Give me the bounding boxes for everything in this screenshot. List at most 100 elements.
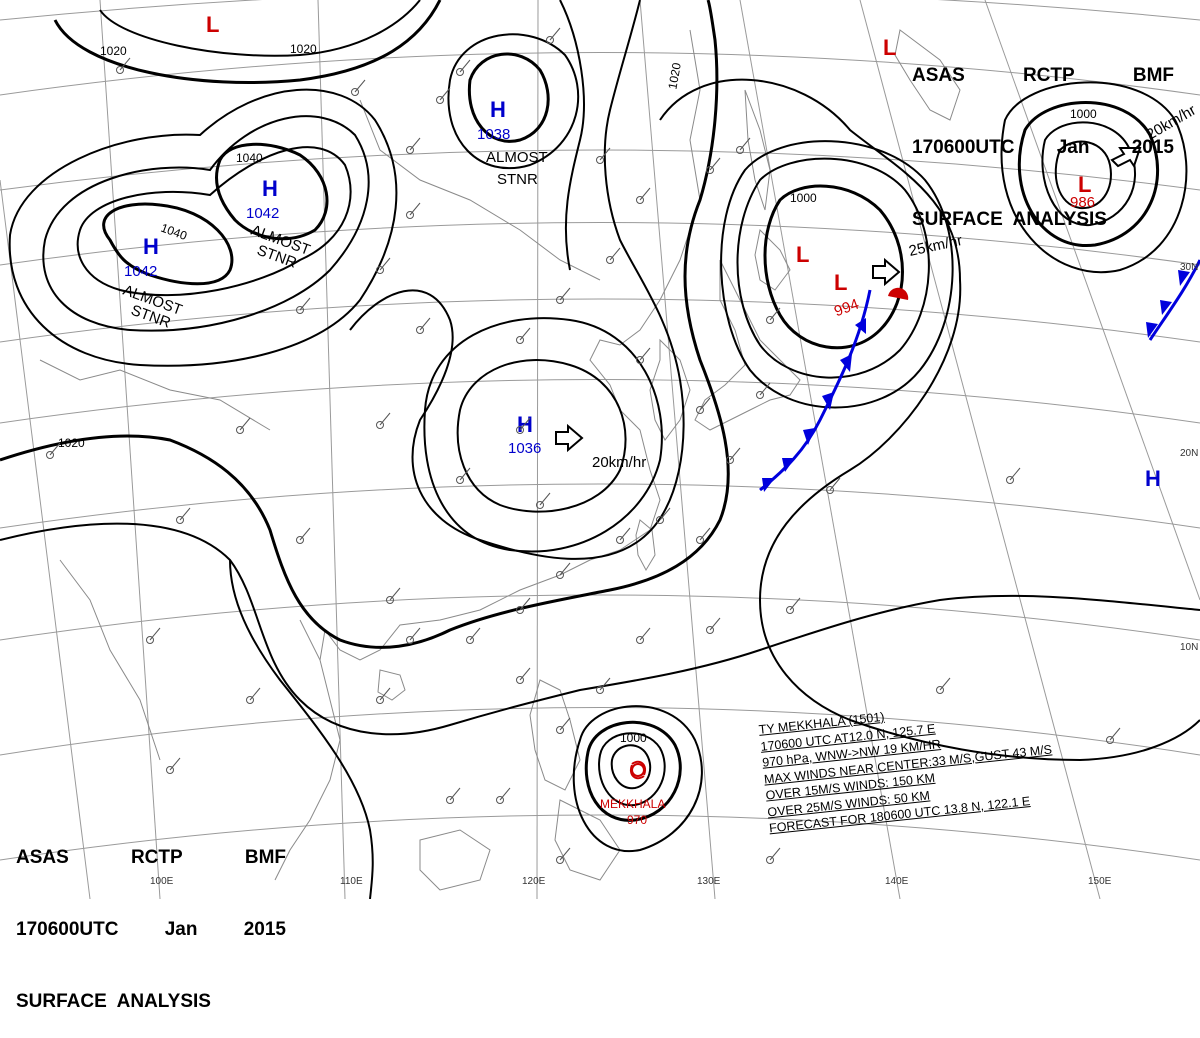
isobar bbox=[0, 0, 730, 649]
motion-arrow bbox=[872, 257, 901, 287]
header-line1: ASAS RCTP BMF bbox=[912, 64, 1174, 88]
station-wind-barb bbox=[789, 597, 801, 611]
station-wind-barb bbox=[519, 327, 531, 341]
header-line2: 170600UTC Jan 2015 bbox=[16, 918, 286, 942]
station-wind-barb bbox=[389, 587, 401, 601]
station-circle bbox=[786, 606, 794, 614]
header-year: 2015 bbox=[1131, 137, 1174, 158]
header-year: 2015 bbox=[243, 919, 286, 940]
station-circle bbox=[536, 501, 544, 509]
isobar-label: 1000 bbox=[620, 731, 647, 745]
high-center-value: 1036 bbox=[508, 440, 541, 457]
station-wind-barb bbox=[379, 257, 391, 271]
front-triangle bbox=[803, 428, 815, 445]
header-title: SURFACE ANALYSIS bbox=[16, 991, 211, 1012]
longitude-line bbox=[0, 179, 91, 899]
latitude-label: 30N bbox=[1180, 262, 1198, 273]
latitude-line bbox=[0, 0, 1200, 21]
motion-arrow bbox=[1110, 147, 1142, 169]
station-circle bbox=[636, 196, 644, 204]
typhoon-symbol: MEKKHALA 970 bbox=[600, 760, 665, 827]
station-wind-barb bbox=[119, 57, 131, 71]
longitude-line bbox=[639, 0, 716, 899]
surface-analysis-map: H 1042 H 1042 H 1038 H 1036 H L 994 L L … bbox=[0, 0, 1200, 899]
station-circle bbox=[546, 36, 554, 44]
motion-speed: 20km/hr bbox=[592, 454, 646, 471]
station-circle bbox=[636, 636, 644, 644]
low-center-mark: L bbox=[1078, 172, 1091, 197]
high-center-mark: H bbox=[490, 97, 506, 122]
front-triangle bbox=[762, 478, 775, 492]
isobar bbox=[1000, 81, 1188, 274]
china-coast bbox=[319, 29, 701, 661]
station-wind-barb bbox=[299, 297, 311, 311]
station-wind-barb bbox=[699, 527, 711, 541]
station-circle bbox=[556, 296, 564, 304]
station-wind-barb bbox=[379, 412, 391, 426]
header-station: RCTP bbox=[130, 847, 183, 868]
indochina-coast bbox=[274, 619, 341, 881]
latitude-line bbox=[0, 149, 1200, 191]
station-circle bbox=[766, 316, 774, 324]
station-wind-barb bbox=[539, 492, 551, 506]
header-bottom-left: ASAS RCTP BMF 170600UTC Jan 2015 SURFACE… bbox=[16, 798, 286, 1038]
philippines-coast bbox=[554, 799, 621, 881]
high-center-value: 1042 bbox=[246, 205, 279, 222]
header-product: BMF bbox=[244, 847, 286, 868]
isobar-label: 1020 bbox=[665, 61, 683, 90]
stnr-note: STNR bbox=[497, 171, 538, 188]
station-circle bbox=[386, 596, 394, 604]
station-circle bbox=[116, 66, 124, 74]
cold-front bbox=[759, 259, 1200, 492]
station-wind-barb bbox=[169, 757, 181, 771]
isobar-label: 1020 bbox=[290, 42, 317, 56]
station-wind-barb bbox=[459, 59, 471, 73]
station-wind-barb bbox=[439, 87, 451, 101]
isobar-label: 1000 bbox=[790, 191, 817, 205]
station-wind-barb bbox=[659, 507, 671, 521]
station-wind-barb bbox=[709, 617, 721, 631]
header-line1: ASAS RCTP BMF bbox=[16, 846, 286, 870]
station-wind-barb bbox=[1009, 467, 1021, 481]
station-wind-barb bbox=[299, 527, 311, 541]
station-wind-barb bbox=[379, 687, 391, 701]
station-circle bbox=[246, 696, 254, 704]
latitude-line bbox=[0, 594, 1200, 641]
station-circle bbox=[826, 486, 834, 494]
header-time: 170600UTC bbox=[16, 919, 119, 940]
station-wind-barb bbox=[354, 79, 366, 93]
station-circle bbox=[736, 146, 744, 154]
station-circle bbox=[706, 626, 714, 634]
isobar bbox=[215, 142, 329, 241]
station-wind-barb bbox=[619, 527, 631, 541]
header-station: RCTP bbox=[1022, 65, 1075, 86]
high-center-value: 1042 bbox=[124, 263, 157, 280]
front-triangle bbox=[1146, 322, 1158, 338]
station-circle bbox=[556, 571, 564, 579]
station-wind-barb bbox=[499, 787, 511, 801]
isobar bbox=[1041, 121, 1136, 227]
front-triangle bbox=[782, 458, 795, 472]
station-circle bbox=[406, 146, 414, 154]
typhoon-pressure: 970 bbox=[627, 813, 647, 827]
station-circle bbox=[416, 326, 424, 334]
station-circle bbox=[766, 856, 774, 864]
station-circle bbox=[596, 156, 604, 164]
isobar bbox=[99, 0, 421, 57]
station-circle bbox=[516, 336, 524, 344]
station-wind-barb bbox=[739, 137, 751, 151]
isobar bbox=[456, 359, 627, 513]
station-circle bbox=[616, 536, 624, 544]
station-wind-barb bbox=[419, 317, 431, 331]
station-circle bbox=[656, 516, 664, 524]
warm-front-semicircle bbox=[888, 287, 909, 300]
isobar bbox=[76, 146, 352, 297]
longitude-label: 120E bbox=[522, 876, 546, 887]
luzon-coast bbox=[529, 679, 581, 791]
header-title: SURFACE ANALYSIS bbox=[912, 209, 1107, 230]
longitude-line bbox=[739, 0, 901, 899]
typhoon-name: MEKKHALA bbox=[600, 797, 665, 811]
station-circle bbox=[516, 676, 524, 684]
isobar bbox=[584, 720, 682, 822]
station-wind-barb bbox=[549, 27, 561, 41]
